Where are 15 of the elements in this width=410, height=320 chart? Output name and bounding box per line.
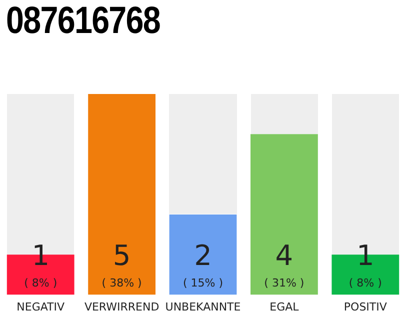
annotation: ( 31% )	[264, 276, 304, 290]
annotation: ( 15% )	[182, 276, 224, 290]
data-label: 2	[194, 238, 212, 272]
x-tick-label: UNBEKANNTE	[165, 300, 241, 314]
x-tick-label: VERWIRREND	[84, 300, 160, 314]
annotation: ( 8% )	[348, 276, 382, 290]
data-label: 4	[275, 238, 294, 272]
bar	[88, 94, 156, 295]
x-tick-label: NEGATIV	[16, 300, 65, 314]
chart-title: 087616768	[6, 0, 160, 43]
x-tick-label: EGAL	[270, 300, 300, 314]
annotation: ( 8% )	[24, 276, 58, 290]
data-label: 5	[112, 238, 131, 272]
x-tick-label: POSITIV	[344, 300, 388, 314]
annotation: ( 38% )	[102, 276, 142, 290]
